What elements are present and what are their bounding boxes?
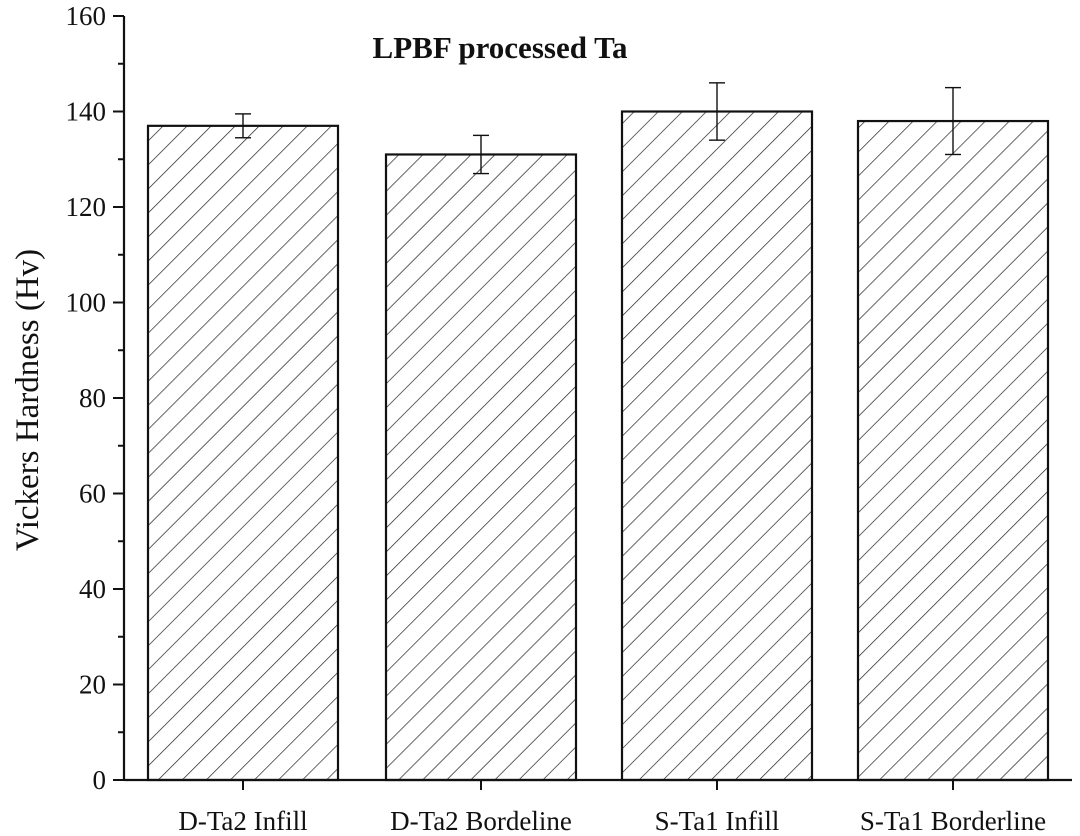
x-tick-label: S-Ta1 Borderline <box>860 806 1046 836</box>
bar-2 <box>384 153 578 782</box>
y-axis-title: Vickers Hardness (Hv) <box>10 249 46 551</box>
y-tick-label: 100 <box>66 288 107 318</box>
y-tick-label: 0 <box>93 765 107 795</box>
x-tick-label: D-Ta2 Infill <box>178 806 307 836</box>
error-bars-layer <box>235 82 961 175</box>
error-bar-2 <box>473 134 489 175</box>
y-tick-label: 40 <box>79 574 106 604</box>
y-tick-label: 80 <box>79 383 106 413</box>
x-tick-label: S-Ta1 Infill <box>655 806 780 836</box>
bar-3 <box>620 110 814 782</box>
error-bar-4 <box>945 86 961 156</box>
axes-layer <box>113 15 1072 790</box>
y-tick-label: 60 <box>79 479 106 509</box>
error-bar-3 <box>709 82 725 141</box>
bars-layer <box>146 110 1050 782</box>
y-tick-label: 120 <box>66 192 107 222</box>
y-tick-label: 20 <box>79 670 106 700</box>
error-bar-1 <box>235 113 251 139</box>
y-tick-label: 140 <box>66 97 107 127</box>
bar-1 <box>146 124 340 782</box>
chart-title: LPBF processed Ta <box>373 30 628 65</box>
y-tick-label: 160 <box>66 1 107 31</box>
bar-4 <box>856 119 1050 782</box>
x-tick-label: D-Ta2 Bordeline <box>390 806 572 836</box>
labels-layer: D-Ta2 Infill D-Ta2 Bordeline S-Ta1 Infill S… <box>66 1 1047 836</box>
